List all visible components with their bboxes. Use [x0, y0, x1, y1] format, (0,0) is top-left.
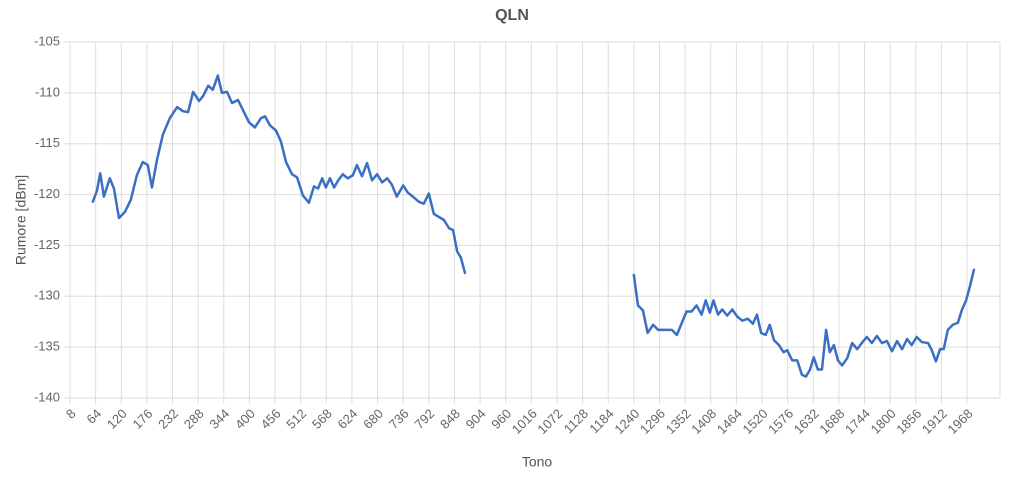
- x-tick-label: 64: [83, 406, 104, 427]
- y-tick-label: -140: [34, 389, 60, 404]
- data-line: [91, 74, 467, 275]
- x-tick-label: 1744: [842, 406, 873, 437]
- x-tick-label: 792: [411, 406, 437, 432]
- x-tick-label: 8: [63, 406, 79, 422]
- y-tick-label: -115: [35, 135, 60, 150]
- x-tick-label: 400: [232, 406, 258, 432]
- x-tick-label: 344: [206, 406, 232, 432]
- y-axis-label: Rumore [dBm]: [13, 175, 29, 265]
- x-tick-label: 120: [104, 406, 130, 432]
- x-tick-label: 848: [437, 406, 463, 432]
- x-tick-label: 1968: [945, 406, 976, 437]
- x-tick-label: 288: [181, 406, 207, 432]
- chart-title: QLN: [495, 7, 529, 24]
- x-tick-label: 1408: [688, 406, 719, 437]
- x-tick-label: 1240: [611, 406, 642, 437]
- x-tick-label: 1856: [893, 406, 924, 437]
- y-tick-label: -120: [34, 186, 60, 201]
- x-tick-label: 512: [283, 406, 309, 432]
- x-tick-label: 232: [155, 406, 181, 432]
- x-tick-label: 1800: [868, 406, 899, 437]
- x-tick-label: 1296: [637, 406, 668, 437]
- y-tick-label: -105: [34, 33, 60, 48]
- x-tick-label: 736: [386, 406, 412, 432]
- x-tick-label: 1072: [534, 406, 565, 437]
- y-tick-label: -110: [35, 84, 60, 99]
- x-tick-label: 904: [463, 406, 489, 432]
- y-tick-label: -135: [34, 339, 60, 354]
- y-tick-label: -130: [34, 288, 60, 303]
- x-tick-label: 1184: [586, 406, 616, 436]
- y-tick-label: -125: [34, 237, 60, 252]
- x-tick-label: 1464: [714, 406, 745, 437]
- x-tick-label: 456: [258, 406, 284, 432]
- x-tick-label: 1576: [765, 406, 796, 437]
- x-tick-label: 1352: [663, 406, 694, 437]
- x-tick-label: 176: [129, 406, 155, 432]
- x-tick-label: 1128: [561, 406, 591, 436]
- x-tick-label: 1912: [919, 406, 950, 437]
- x-tick-label: 1632: [791, 406, 822, 437]
- x-axis-label: Tono: [522, 454, 553, 470]
- data-line: [632, 268, 976, 378]
- x-tick-label: 624: [335, 406, 361, 432]
- x-tick-label: 1016: [509, 406, 540, 437]
- x-tick-label: 568: [309, 406, 335, 432]
- x-tick-label: 1688: [816, 406, 847, 437]
- x-tick-label: 1520: [740, 406, 771, 437]
- x-tick-label: 680: [360, 406, 386, 432]
